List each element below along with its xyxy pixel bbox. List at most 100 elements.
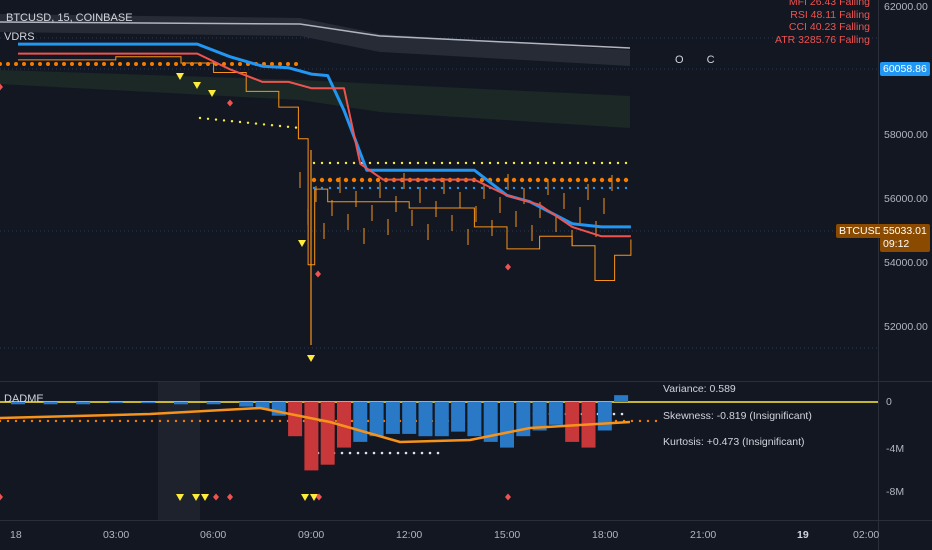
indicator-dot (102, 419, 106, 423)
price-tick: 58000.00 (884, 129, 928, 141)
signal-dot (552, 161, 556, 165)
indicator-dot (388, 451, 392, 455)
indicator-dot (222, 419, 226, 423)
histogram-bar (418, 402, 433, 437)
histogram-bar (614, 395, 629, 402)
signal-dot (568, 161, 572, 165)
time-tick: 02:00 (853, 529, 880, 541)
indicator-dot (630, 419, 634, 423)
signal-dot (230, 120, 234, 123)
signal-dot (432, 186, 436, 190)
histogram-bar (255, 402, 270, 409)
signal-dot (575, 177, 581, 183)
sell-signal-marker (298, 240, 306, 247)
signal-dot (592, 186, 596, 190)
signal-dot (320, 186, 324, 190)
signal-dot (344, 161, 348, 165)
signal-dot (319, 177, 325, 183)
signal-dot (464, 161, 468, 165)
indicator-dot (150, 419, 154, 423)
histogram-bar (141, 402, 156, 404)
signal-dot (22, 62, 26, 66)
sell-signal-marker (201, 494, 209, 501)
histogram-bar (548, 402, 563, 425)
signal-markers (0, 73, 511, 501)
signal-dot (230, 62, 234, 66)
signal-dot (376, 161, 380, 165)
signal-dot (142, 62, 146, 66)
pane-divider[interactable] (0, 381, 932, 382)
indicator-dot (334, 419, 338, 423)
signal-dot (607, 177, 613, 183)
signal-dot (174, 62, 178, 66)
signal-dot (0, 62, 2, 66)
highlight-price-tag: 60058.86 (880, 62, 930, 76)
sell-diamond-marker (227, 99, 233, 107)
signal-dot (360, 186, 364, 190)
indicator-dot (126, 419, 130, 423)
signal-dot (600, 186, 604, 190)
signal-dot (616, 186, 620, 190)
histogram-bar (304, 402, 319, 471)
sell-diamond-marker (505, 263, 511, 271)
indicator-dot (380, 451, 384, 455)
signal-dot (584, 186, 588, 190)
histogram-bar (532, 402, 547, 431)
signal-dot (591, 177, 597, 183)
sell-diamond-marker (315, 270, 321, 278)
sell-signal-marker (208, 90, 216, 97)
signal-dot (424, 161, 428, 165)
current-price-tag: 55033.01 09:12 (880, 224, 930, 252)
signal-dot (286, 62, 290, 66)
histogram-bar (483, 402, 498, 442)
histogram-bar (11, 402, 25, 405)
indicator-dot (262, 419, 266, 423)
signal-dot (568, 186, 572, 190)
histogram-bar (43, 402, 58, 405)
signal-dot (552, 186, 556, 190)
signal-dot (86, 62, 90, 66)
sell-signal-marker (193, 82, 201, 89)
signal-dot (576, 161, 580, 165)
histogram-bar (288, 402, 303, 437)
time-tick: 18 (10, 529, 22, 541)
oc-label: O C (675, 54, 725, 66)
time-axis-divider (0, 520, 932, 521)
indicator-dot (134, 419, 138, 423)
indicator-dot (238, 419, 242, 423)
signal-dot (359, 177, 365, 183)
indicator-trend-line (0, 406, 631, 444)
price-tick: 52000.00 (884, 321, 928, 333)
signal-dot (158, 62, 162, 66)
signal-dot (238, 120, 242, 124)
signal-dot (278, 124, 282, 128)
indicator-dot (118, 419, 122, 423)
stat-rsi: RSI 48.11 Falling (790, 8, 870, 21)
indicator-title-vdrs[interactable]: VDRS (4, 31, 35, 43)
signal-dot (599, 177, 605, 183)
signal-dot (294, 62, 298, 66)
signal-dot (480, 161, 484, 165)
signal-dot (376, 186, 380, 190)
signal-dot (440, 161, 444, 165)
signal-dot (440, 186, 444, 190)
indicator-title-dadme[interactable]: DADME (4, 393, 44, 405)
signal-dot (94, 62, 98, 66)
indicator-dot (110, 419, 114, 423)
indicator-dot (364, 451, 368, 455)
signal-dot (624, 186, 628, 190)
signal-dot (624, 161, 628, 165)
signal-dot (615, 177, 621, 183)
symbol-header[interactable]: BTCUSD, 15, COINBASE (6, 12, 133, 24)
price-tick: 62000.00 (884, 1, 928, 13)
signal-dot (432, 161, 436, 165)
signal-dot (270, 62, 274, 66)
indicator-dot (436, 451, 440, 455)
signal-dot (352, 161, 356, 165)
indicator-dot (270, 419, 274, 423)
signal-dot (134, 62, 138, 66)
indicator-dot (214, 419, 218, 423)
indicator-dot (94, 419, 98, 423)
histogram-bar (369, 402, 384, 437)
